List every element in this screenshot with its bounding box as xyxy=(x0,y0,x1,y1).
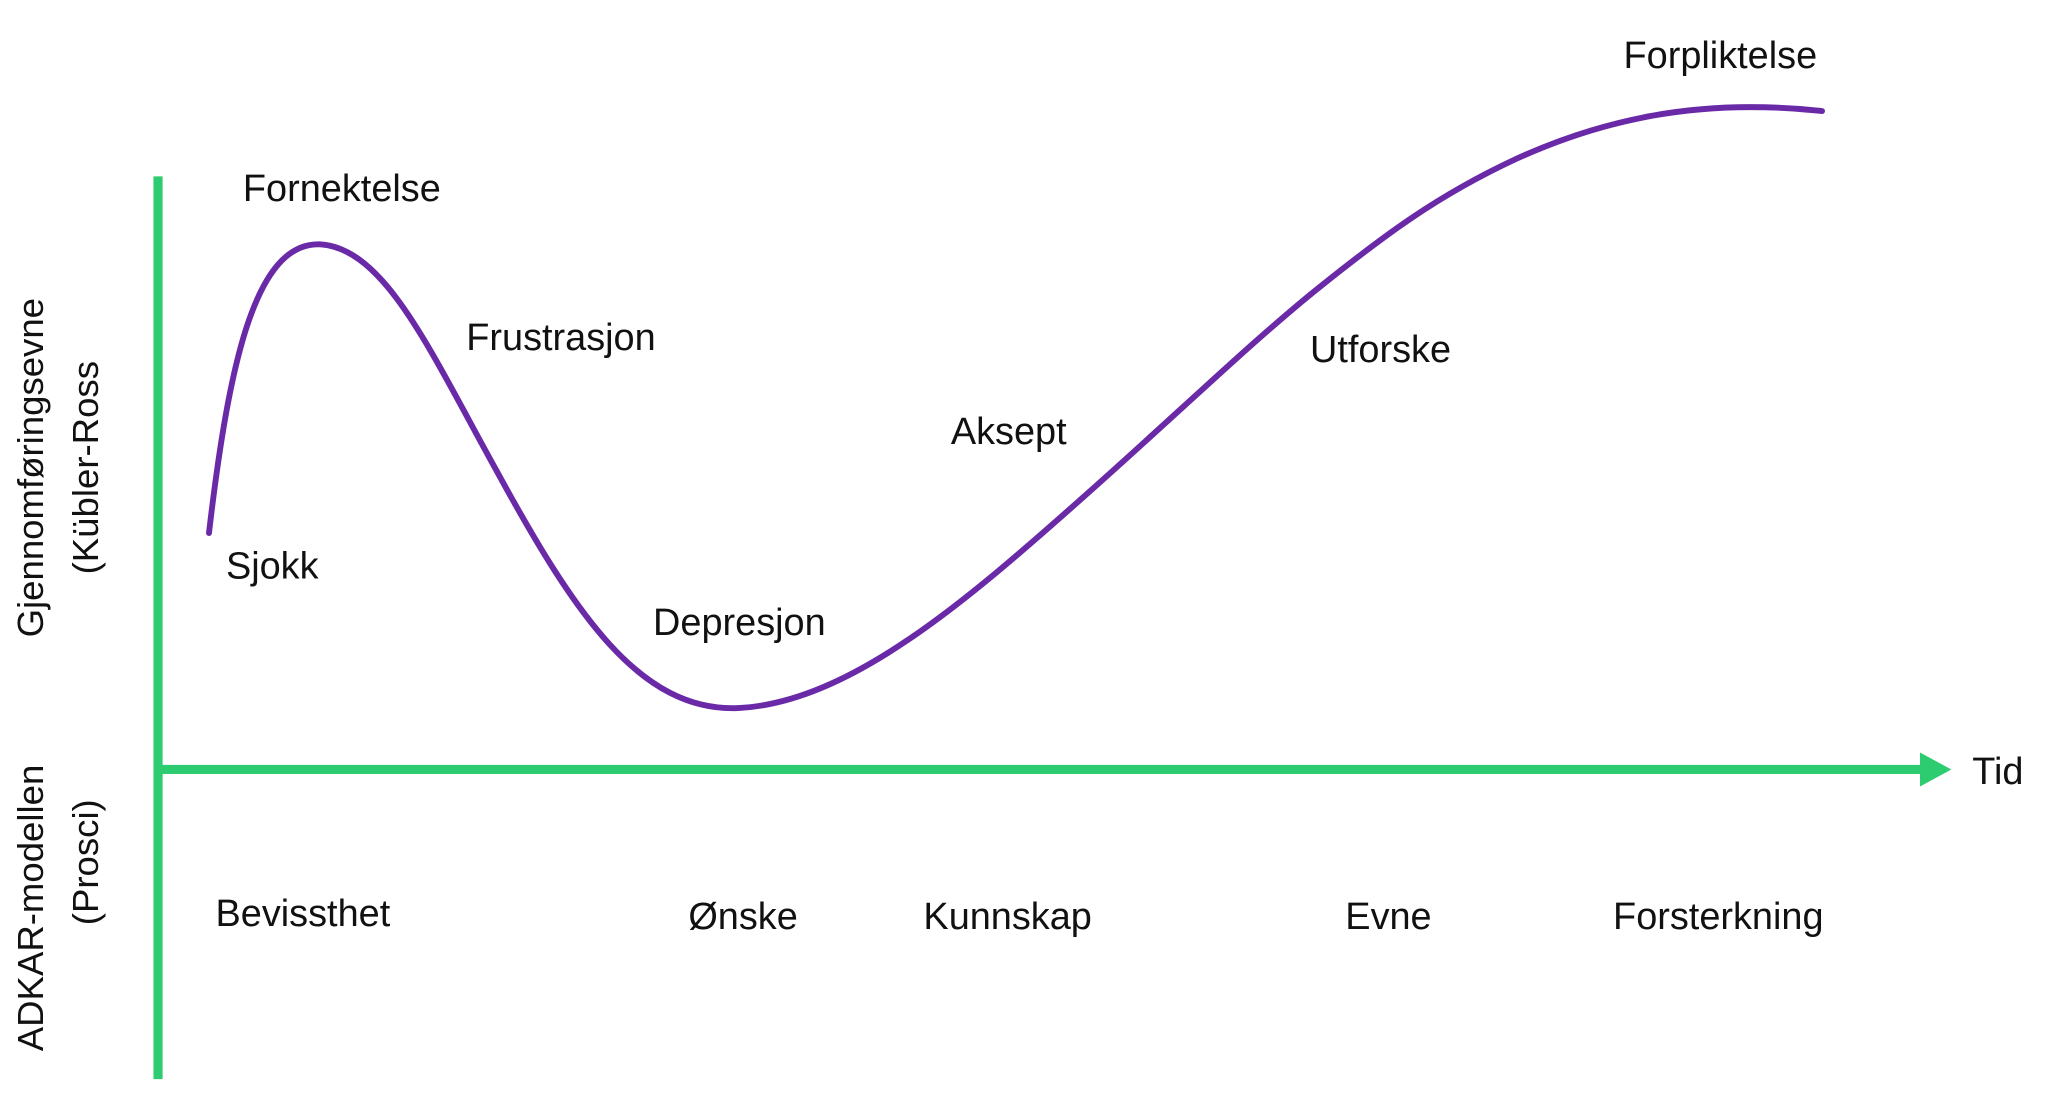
adkar-label-evne: Evne xyxy=(1345,896,1431,938)
time-axis-arrowhead xyxy=(1920,752,1952,787)
curve-label-frustrasjon: Frustrasjon xyxy=(466,317,655,359)
adkar-label-kunnskap: Kunnskap xyxy=(923,896,1091,938)
adkar-label-bevissthet: Bevissthet xyxy=(216,893,391,935)
curve-label-fornektelse: Fornektelse xyxy=(243,168,441,210)
y-lower-label-line2: (Prosci) xyxy=(65,799,106,925)
y-upper-label-line1: Gjennomføringsevne xyxy=(10,298,51,637)
x-axis-label: Tid xyxy=(1972,751,2023,793)
adkar-label-forsterkning: Forsterkning xyxy=(1613,896,1823,938)
curve-label-sjokk: Sjokk xyxy=(226,546,319,588)
curve-label-depresjon: Depresjon xyxy=(653,602,826,644)
y-lower-label-line1: ADKAR-modellen xyxy=(10,765,51,1052)
adkar-label-onske: Ønske xyxy=(688,896,797,938)
curve-label-forpliktelse: Forpliktelse xyxy=(1624,35,1818,77)
change-curve xyxy=(206,104,1825,712)
curve-label-utforske: Utforske xyxy=(1310,329,1451,371)
y-upper-label-line2: (Kübler-Ross xyxy=(65,361,106,574)
curve-label-aksept: Aksept xyxy=(951,411,1067,453)
